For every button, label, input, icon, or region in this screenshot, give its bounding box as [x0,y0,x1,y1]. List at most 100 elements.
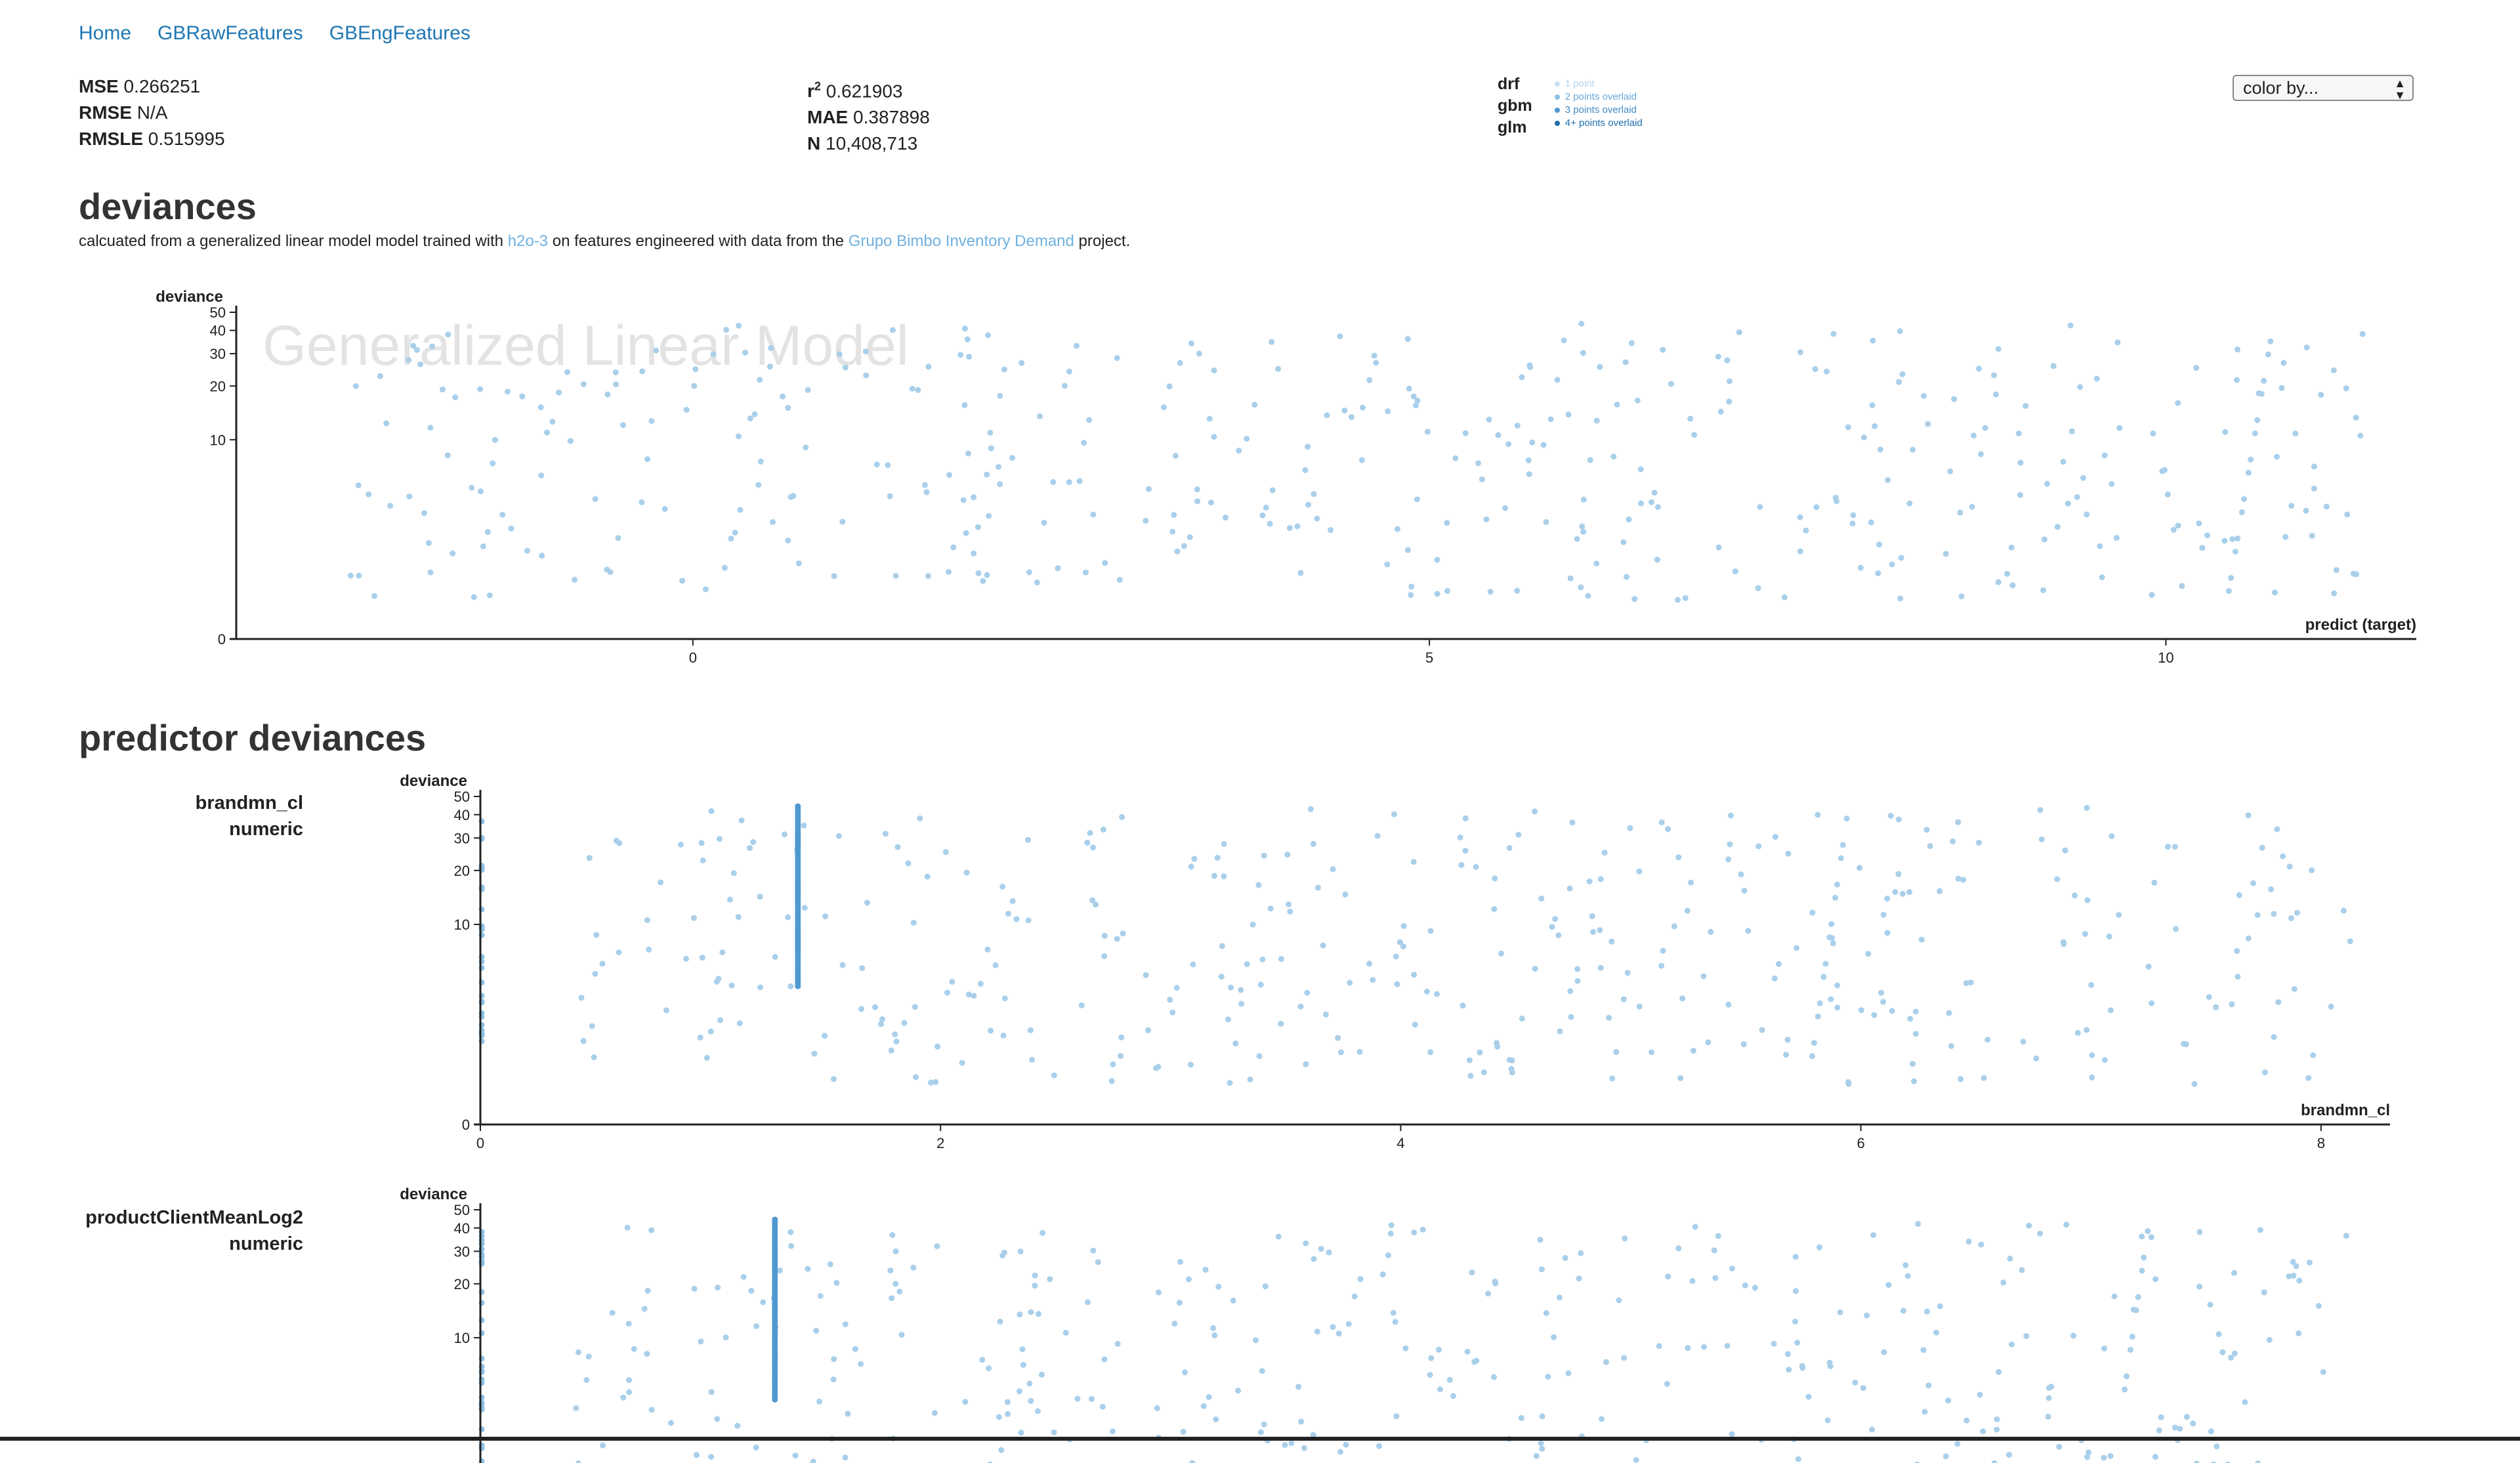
h2o-link[interactable]: h2o-3 [508,232,548,250]
scatter-point [1315,885,1321,891]
scatter-point [1976,840,1982,846]
scatter-point [1484,516,1490,522]
scatter-point [962,325,968,331]
scatter-point [1610,454,1616,460]
scatter-point [2214,1443,2219,1449]
scatter-point [576,1460,581,1463]
scatter-point [717,836,723,842]
model-gbm[interactable]: gbm [1498,95,1532,117]
scatter-point [1581,497,1587,503]
scatter-point [1540,1413,1545,1419]
scatter-point [2192,1081,2198,1087]
scatter-point [648,418,654,424]
scatter-point [1467,1073,1473,1079]
scatter-point [1411,972,1417,978]
scatter-point [2149,1000,2154,1006]
scatter-point [2089,1052,2095,1058]
scatter-point [1984,1037,1990,1042]
scatter-point [1971,432,1977,438]
scatter-point [704,1055,710,1061]
scatter-point [1270,487,1276,493]
scatter-point [1227,1080,1233,1086]
nav-gbengfeatures-link[interactable]: GBEngFeatures [329,22,471,45]
scatter-point [593,496,598,502]
scatter-point [2294,1263,2300,1269]
scatter-point [987,430,993,436]
model-drf[interactable]: drf [1498,73,1532,95]
scatter-point [998,1447,1004,1453]
scatter-point [492,437,498,443]
scatter-point [767,363,773,369]
scatter-point [1759,1027,1765,1033]
scatter-point [1539,1446,1545,1452]
scatter-point [2017,460,2023,466]
scatter-point [736,323,742,329]
scatter-point [1840,842,1846,848]
scatter-point [887,493,893,499]
scatter-point [2267,339,2273,344]
scatter-point [1452,455,1458,461]
scatter-point [885,463,891,468]
color-by-select[interactable]: color by... ▲▼ [2233,75,2414,101]
scatter-point [1408,592,1414,598]
scatter-point [469,485,474,491]
model-glm[interactable]: glm [1498,117,1532,138]
y-tick-label: 20 [454,1276,470,1292]
nav-home-link[interactable]: Home [79,22,131,45]
scatter-point [1755,585,1761,591]
scatter-point [1211,367,1217,373]
scatter-point [2357,433,2363,439]
scatter-point [1395,981,1400,987]
scatter-point [1943,551,1949,557]
scatter-point [1913,1009,1919,1015]
y-tick-label: 20 [210,378,226,394]
scatter-point [1815,812,1820,818]
scatter-point [1314,1329,1320,1334]
scatter-point [1311,841,1316,847]
scatter-point [971,550,976,556]
scatter-point [1654,557,1660,563]
scatter-point [1552,916,1558,922]
scatter-point [1427,1049,1433,1055]
scatter-point [2241,496,2247,502]
scatter-point [1235,1388,1241,1393]
scatter-point [1548,417,1554,422]
scatter-point [445,453,451,459]
scatter-point [2261,378,2267,384]
scatter-point [371,593,377,599]
scatter-point [1278,1021,1284,1027]
scatter-point [2288,915,2294,921]
scatter-point [2165,844,2171,850]
scatter-point [2204,533,2210,539]
y-axis-label: deviance [156,288,223,306]
scatter-point [1799,1365,1805,1371]
model-list: drf gbm glm [1498,73,1532,138]
scatter-point [1261,853,1267,859]
scatter-point [556,390,562,396]
scatter-point [1289,1440,1295,1446]
scatter-point [732,529,738,535]
scatter-point [1188,1061,1194,1067]
scatter-point [1358,1276,1364,1282]
scatter-point [863,373,869,379]
grupo-bimbo-link[interactable]: Grupo Bimbo Inventory Demand [849,232,1074,250]
scatter-point [1100,1404,1106,1410]
scatter-point [2294,910,2300,916]
scatter-point [772,1217,778,1223]
y-tick-label: 50 [454,789,470,805]
scatter-point [1597,364,1603,370]
scatter-point [2097,543,2103,549]
y-tick-label: 30 [454,1243,470,1260]
scatter-point [1541,442,1547,448]
scatter-point [1906,889,1912,895]
scatter-point [1809,1053,1815,1059]
scatter-point [1948,1043,1954,1049]
scatter-point [1782,594,1788,600]
scatter-point [1055,566,1060,571]
scatter-point [1028,1398,1034,1404]
nav-gbrawfeatures-link[interactable]: GBRawFeatures [158,22,303,45]
scatter-point [1181,543,1187,549]
scatter-point [1305,444,1311,450]
scatter-point [801,823,807,829]
scatter-point [1526,471,1532,477]
